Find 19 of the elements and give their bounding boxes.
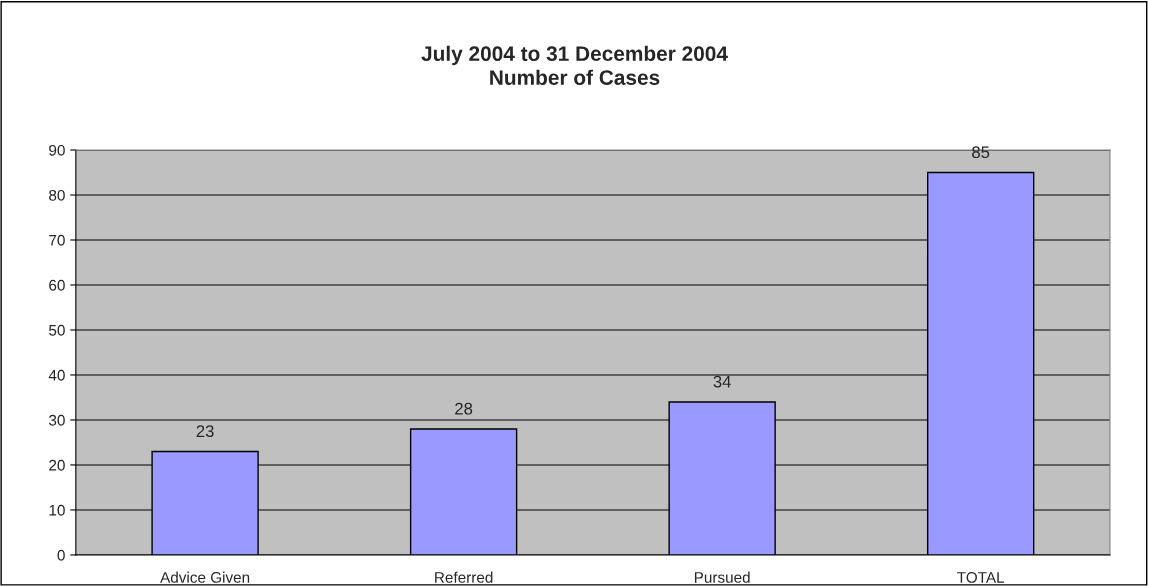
y-tick-label: 30 xyxy=(49,414,65,426)
y-tick-label: 20 xyxy=(49,459,65,471)
x-tick-label: Referred xyxy=(435,571,493,583)
x-tick-label: Pursued xyxy=(694,571,750,583)
y-tick-label: 60 xyxy=(49,279,65,291)
y-tick-label: 0 xyxy=(57,549,65,561)
y-tick-label: 50 xyxy=(49,324,65,336)
data-label: 28 xyxy=(455,402,473,415)
x-tick-label: Advice Given xyxy=(160,571,250,583)
data-label: 23 xyxy=(196,425,214,438)
chart-title: July 2004 to 31 December 2004 Number of Cases xyxy=(421,45,728,85)
x-tick-label: TOTAL xyxy=(957,572,1005,583)
y-tick-label: 10 xyxy=(49,504,65,516)
data-label: 85 xyxy=(972,146,990,159)
y-tick-label: 40 xyxy=(48,369,65,381)
data-label: 34 xyxy=(713,375,731,388)
y-tick-label: 90 xyxy=(49,144,65,156)
y-tick-label: 80 xyxy=(49,189,65,201)
y-tick-label: 70 xyxy=(49,234,65,246)
